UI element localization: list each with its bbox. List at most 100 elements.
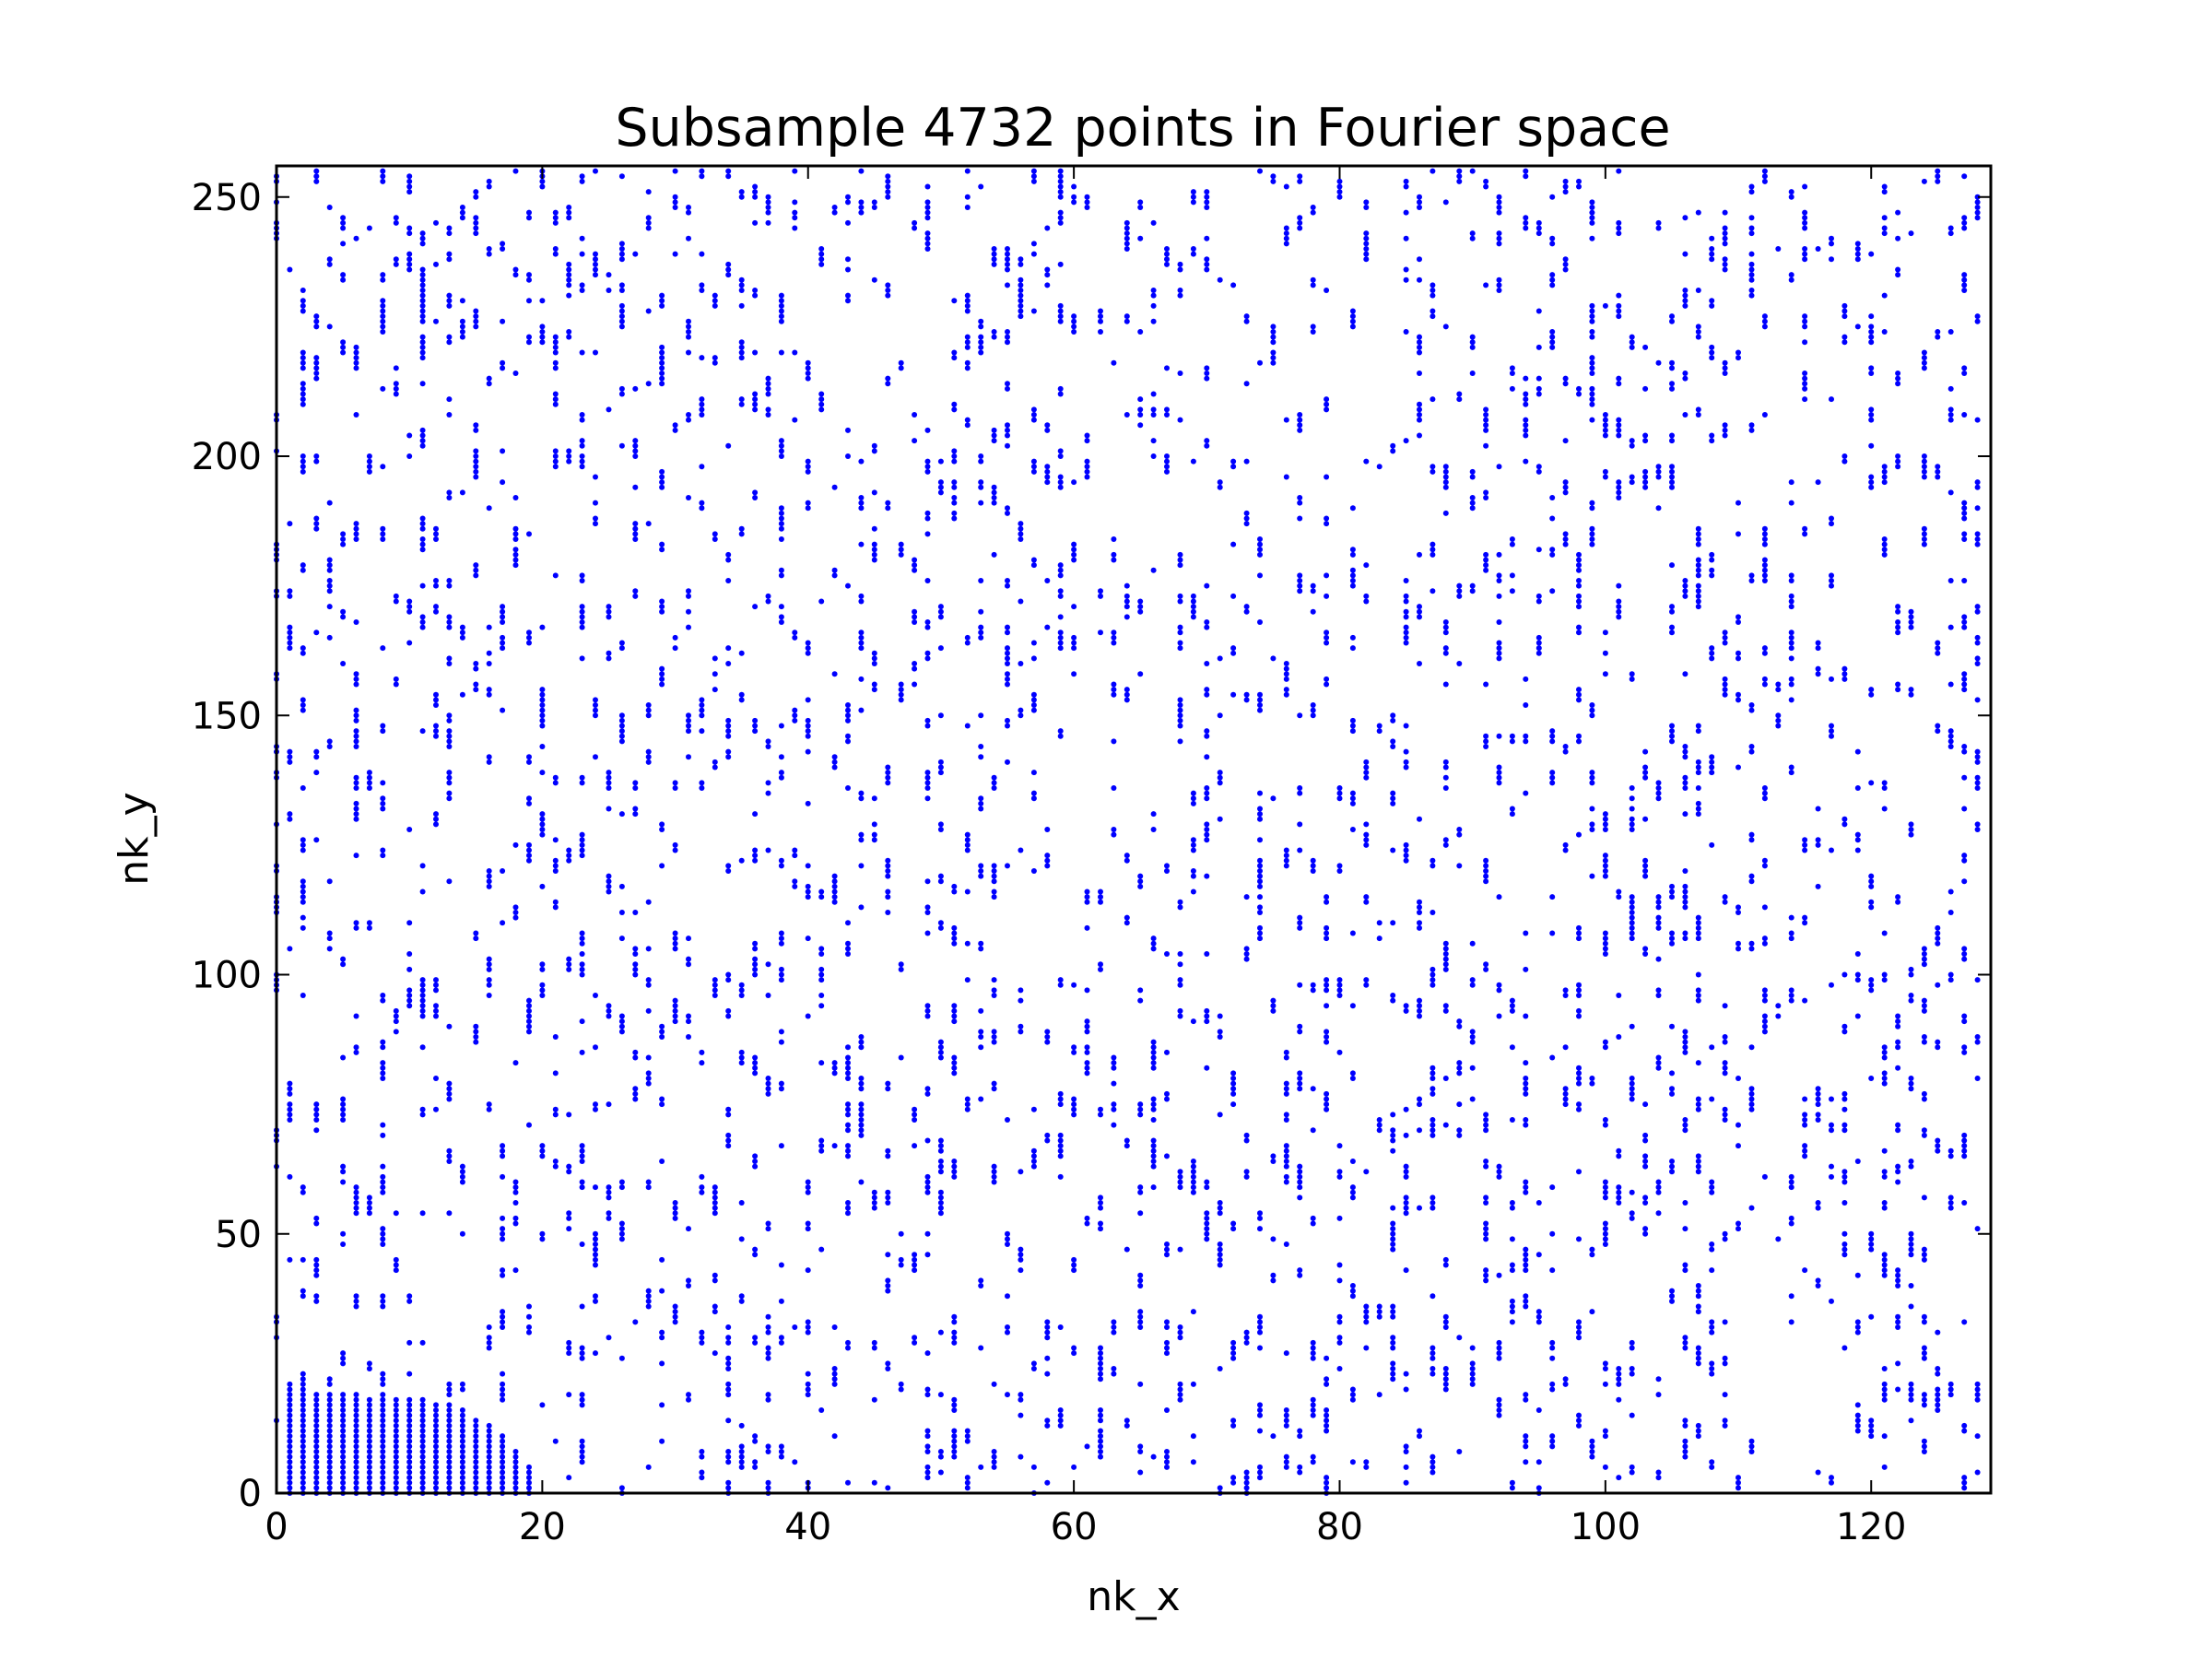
data-point <box>1589 536 1595 542</box>
data-point <box>912 1262 918 1268</box>
data-point <box>1589 770 1595 776</box>
data-point <box>937 479 944 486</box>
data-point <box>1629 344 1635 350</box>
data-point <box>300 562 306 569</box>
data-point <box>778 453 784 459</box>
data-point <box>446 1464 453 1470</box>
data-point <box>937 1205 944 1211</box>
data-point <box>1669 432 1675 439</box>
data-point <box>659 541 665 547</box>
data-point <box>1616 292 1622 299</box>
data-point <box>1881 1272 1888 1278</box>
data-point <box>1655 1189 1662 1195</box>
data-point <box>473 687 479 693</box>
data-point <box>1523 1433 1529 1440</box>
data-point <box>1150 1453 1157 1460</box>
data-point <box>1150 1153 1157 1159</box>
data-point <box>1895 604 1901 610</box>
data-point <box>1602 1220 1608 1227</box>
data-point <box>951 1313 958 1320</box>
data-point <box>1098 629 1103 636</box>
data-point <box>1642 1132 1649 1138</box>
data-point <box>300 1407 306 1413</box>
data-point <box>1057 453 1064 459</box>
data-point <box>1349 1194 1356 1201</box>
data-point <box>885 888 891 895</box>
data-point <box>1150 1065 1157 1071</box>
data-point <box>924 464 931 470</box>
data-point <box>446 1023 453 1030</box>
data-point <box>1669 624 1675 630</box>
data-point <box>1376 935 1382 942</box>
data-point <box>1124 246 1130 252</box>
data-point <box>1961 1132 1968 1138</box>
data-point <box>552 857 559 864</box>
data-point <box>1243 510 1250 516</box>
data-point <box>1111 785 1117 791</box>
data-point <box>765 593 771 599</box>
data-point <box>326 1443 333 1450</box>
data-point <box>1124 318 1130 324</box>
data-point <box>1243 608 1250 615</box>
data-point <box>579 1147 585 1154</box>
data-point <box>353 800 359 806</box>
data-point <box>287 1407 293 1413</box>
data-point <box>1935 1147 1941 1154</box>
data-point <box>1124 219 1130 226</box>
data-point <box>1841 308 1848 314</box>
data-point <box>446 1428 453 1434</box>
data-point <box>725 272 732 278</box>
data-point <box>353 1479 359 1486</box>
data-point <box>473 930 479 936</box>
data-point <box>1363 256 1370 263</box>
data-point <box>831 754 838 760</box>
data-point <box>898 359 904 366</box>
data-point <box>500 1438 506 1444</box>
data-point <box>459 1428 465 1434</box>
data-point <box>1562 375 1569 382</box>
data-point <box>446 1096 453 1102</box>
data-point <box>419 993 426 998</box>
data-point <box>552 365 559 371</box>
data-point <box>1084 888 1090 895</box>
data-point <box>1576 1169 1582 1175</box>
data-point <box>1137 1189 1144 1195</box>
data-point <box>1177 697 1183 703</box>
data-point <box>885 780 891 786</box>
data-point <box>937 1143 944 1149</box>
data-point <box>991 495 997 500</box>
data-point <box>340 225 347 231</box>
data-point <box>1576 1422 1582 1429</box>
data-point <box>1057 1407 1064 1413</box>
data-point <box>672 780 678 786</box>
data-point <box>566 853 572 859</box>
data-point <box>1044 479 1051 486</box>
data-point <box>579 1179 585 1185</box>
data-point <box>618 1179 625 1185</box>
data-point <box>1310 1355 1316 1361</box>
data-point <box>1230 691 1237 698</box>
data-point <box>406 256 413 263</box>
data-point <box>1802 246 1808 252</box>
data-point <box>1509 1200 1515 1206</box>
data-point <box>1815 640 1821 646</box>
data-point <box>924 1003 931 1009</box>
data-point <box>1376 464 1382 470</box>
data-point <box>1057 634 1064 641</box>
data-point <box>1084 924 1090 931</box>
data-point <box>1324 1034 1330 1040</box>
data-point <box>1947 1381 1954 1387</box>
data-point <box>1324 593 1330 599</box>
data-point <box>1748 1086 1755 1092</box>
data-point <box>300 1184 306 1191</box>
data-point <box>1057 391 1064 397</box>
data-point <box>1576 567 1582 573</box>
data-point <box>300 1376 306 1382</box>
data-point <box>313 770 320 776</box>
data-point <box>831 484 838 490</box>
data-point <box>672 422 678 429</box>
data-point <box>1363 977 1370 983</box>
data-point <box>924 1386 931 1393</box>
data-point <box>645 712 652 719</box>
data-point <box>805 723 811 729</box>
